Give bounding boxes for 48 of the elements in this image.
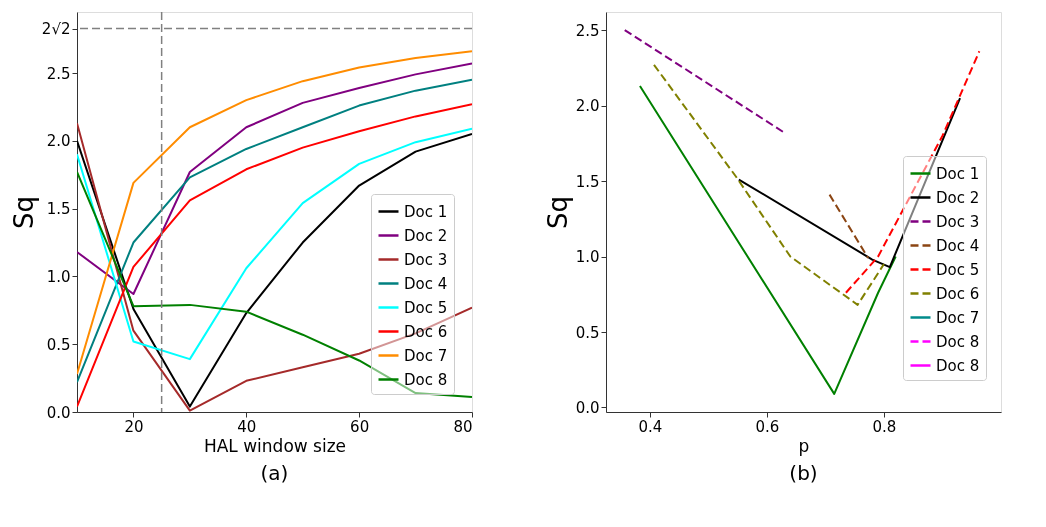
x-tick-label: 20 — [124, 417, 144, 436]
y-axis-title: Sq — [542, 195, 573, 230]
y-tick-label: 2.5 — [46, 64, 71, 83]
text: (a) — [260, 461, 289, 485]
legend-label: Doc 5 — [936, 260, 980, 279]
y-tick-label: 0.5 — [46, 335, 71, 354]
line-series — [77, 171, 472, 399]
x-tick-label: 40 — [237, 417, 257, 436]
y-tick-label: 1.5 — [575, 172, 600, 191]
x-tick-label: 0.8 — [872, 417, 897, 436]
x-axis-title: p — [798, 435, 810, 456]
legend-label: Doc 7 — [936, 308, 980, 327]
legend-label: Doc 2 — [404, 226, 448, 245]
y-tick-label: 0.0 — [46, 403, 71, 422]
y-tick-label: 0.5 — [575, 323, 600, 342]
legend-label: Doc 1 — [404, 202, 448, 221]
y-tick-label: 2√2 — [41, 20, 71, 39]
legend-label: Doc 8 — [404, 370, 448, 389]
x-tick-label: 0.6 — [755, 417, 780, 436]
y-tick-label: 2.0 — [575, 97, 600, 116]
legend-label: Doc 3 — [936, 212, 980, 231]
legend-label: Doc 6 — [936, 284, 980, 303]
x-axis-title: HAL window size — [203, 435, 347, 456]
legend-label: Doc 2 — [936, 188, 980, 207]
y-axis-title: Sq — [8, 195, 39, 230]
text: (b) — [789, 461, 818, 485]
y-tick-label: 1.0 — [46, 267, 71, 286]
legend-label: Doc 6 — [404, 322, 448, 341]
legend-label: Doc 4 — [404, 274, 448, 293]
legend-label: Doc 8 — [936, 356, 980, 375]
y-tick-label: 2.5 — [575, 21, 600, 40]
x-tick-label: 0.4 — [638, 417, 663, 436]
x-tick-label: 60 — [350, 417, 370, 436]
line-series — [638, 84, 897, 395]
y-tick-label: 0.0 — [575, 398, 600, 417]
y-tick-label: 2.0 — [46, 132, 71, 151]
legend-label: Doc 1 — [936, 164, 980, 183]
y-tick-label: 1.5 — [46, 200, 71, 219]
legend-label: Doc 4 — [936, 236, 980, 255]
line-series — [77, 62, 472, 296]
legend-label: Doc 5 — [404, 298, 448, 317]
x-tick-label: 80 — [453, 417, 473, 436]
line-series — [77, 127, 472, 361]
legend-label: Doc 8 — [936, 332, 980, 351]
legend-label: Doc 7 — [404, 346, 448, 365]
y-tick-label: 1.0 — [575, 248, 600, 267]
legend-label: Doc 3 — [404, 250, 448, 269]
line-series — [652, 63, 885, 306]
